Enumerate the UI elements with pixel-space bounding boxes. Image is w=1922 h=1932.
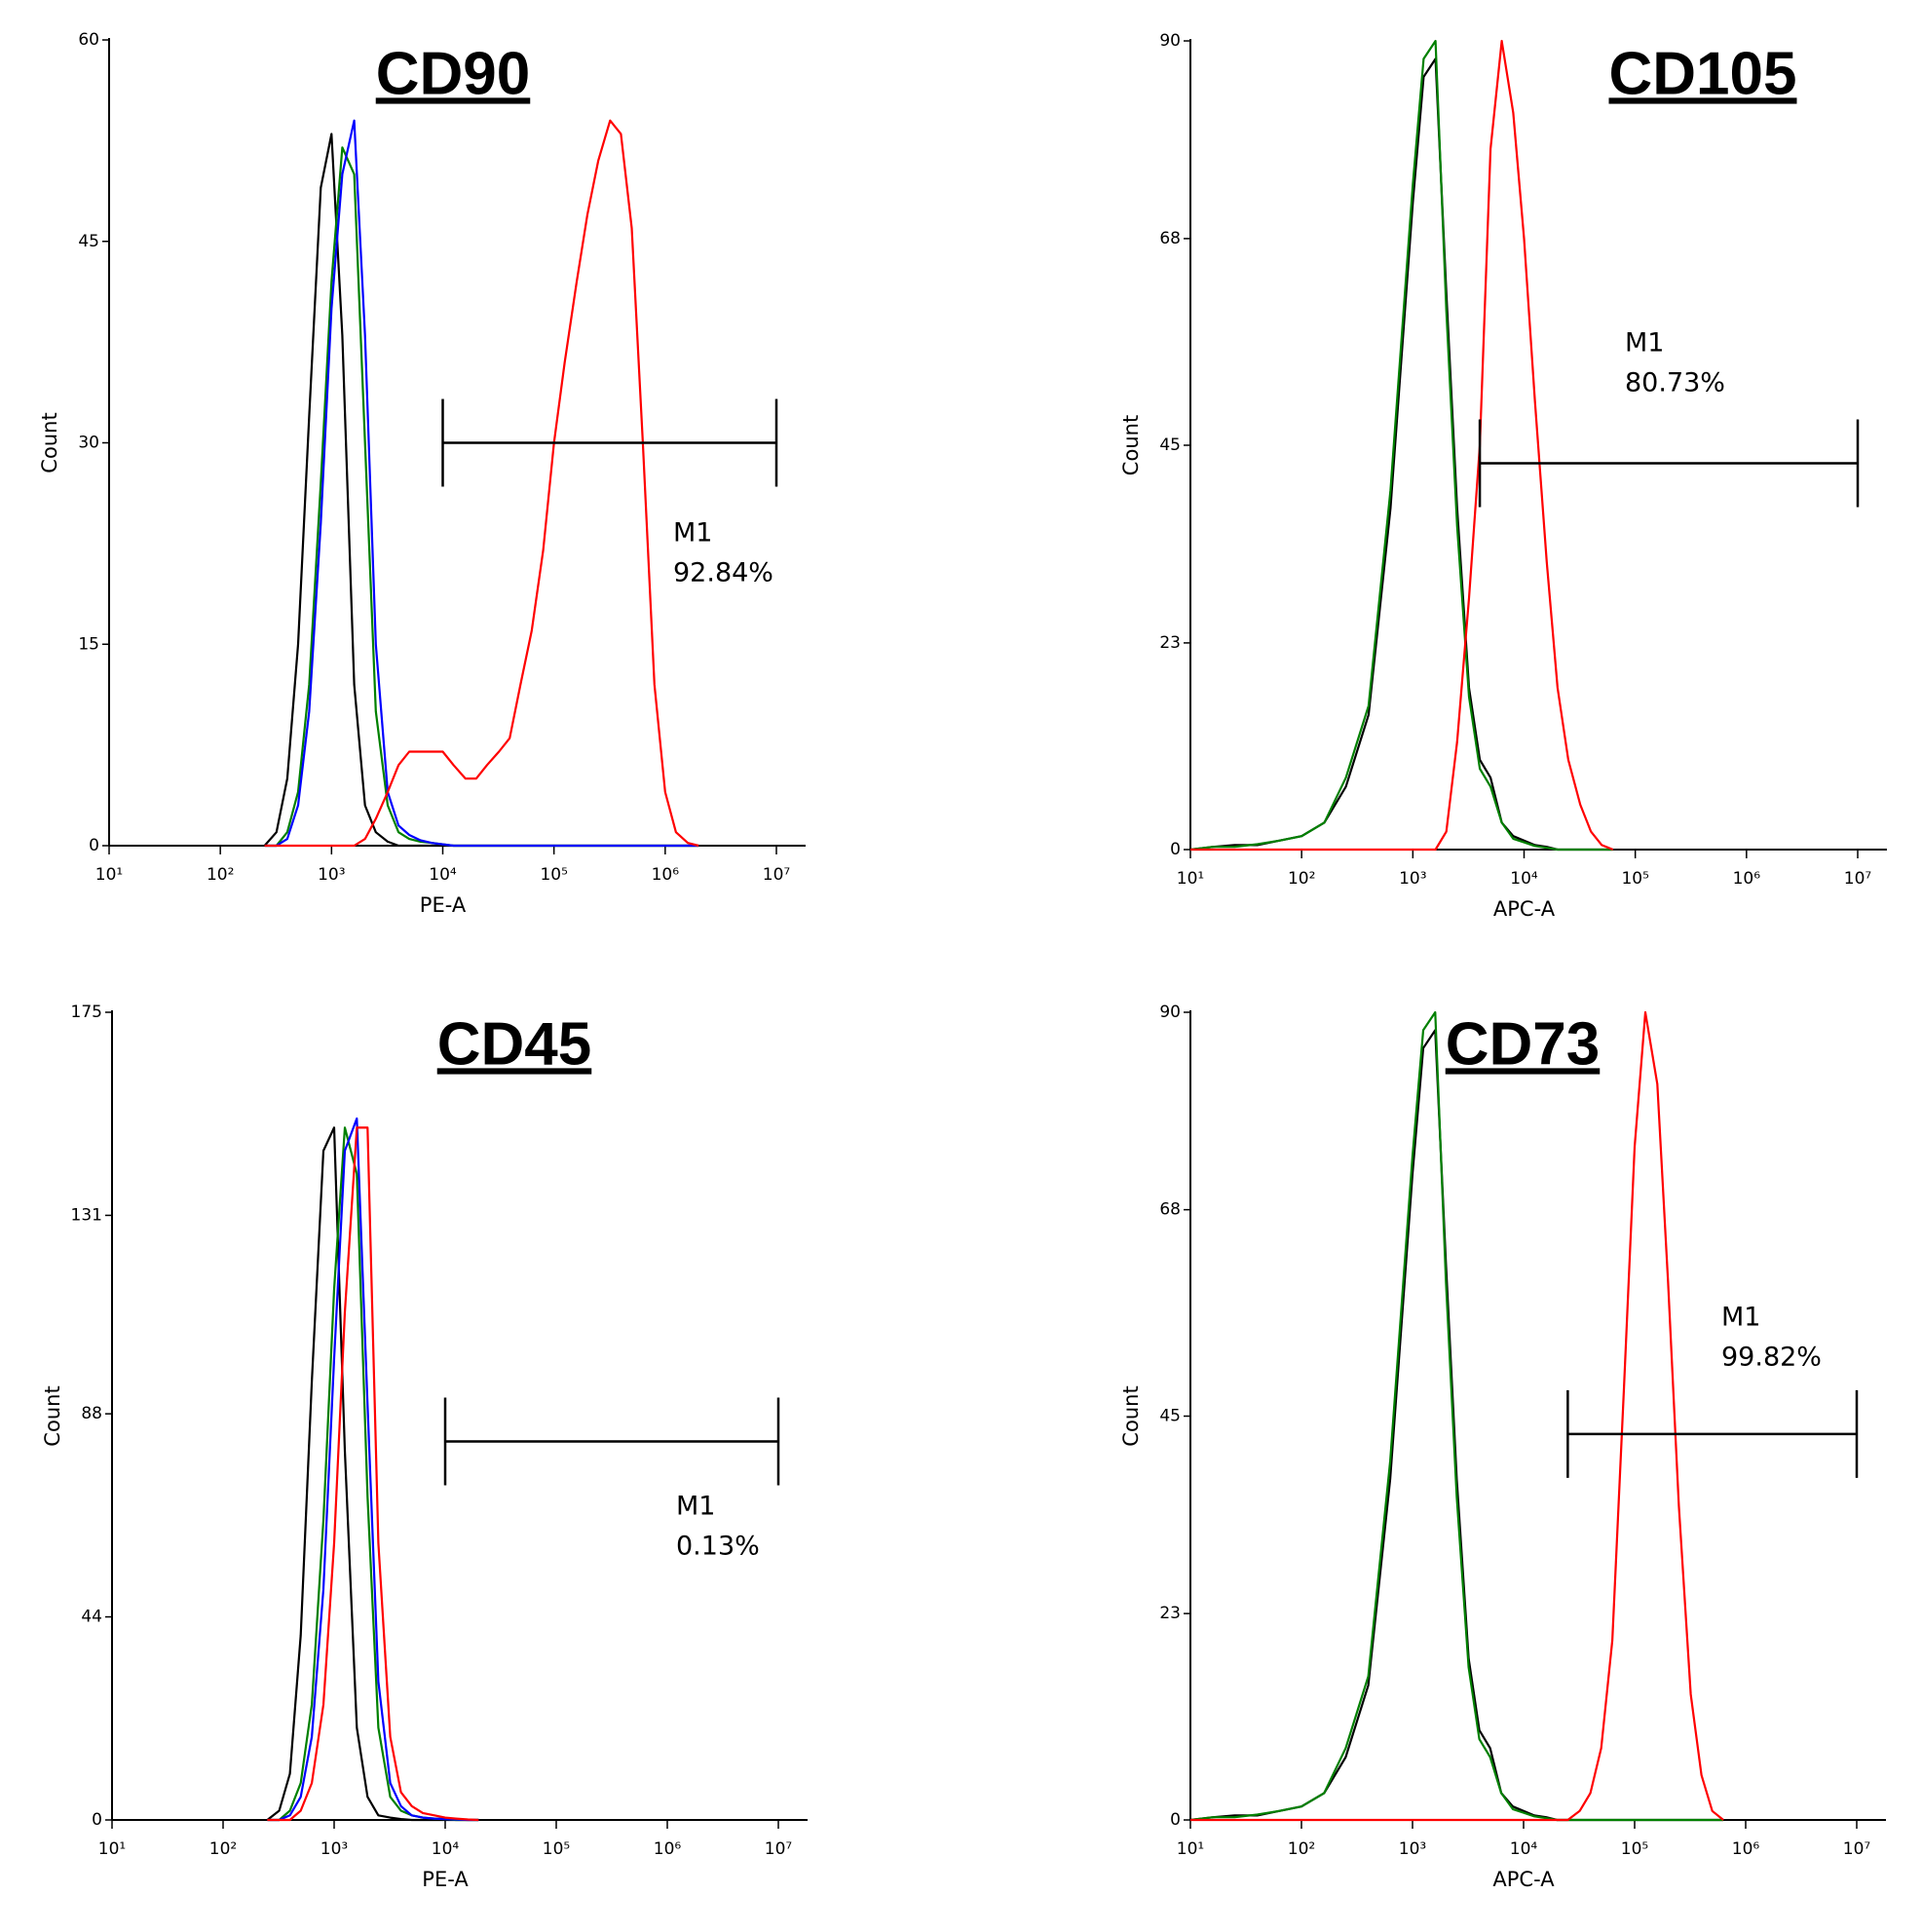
x-tick-label: 10⁷ bbox=[763, 865, 791, 885]
y-axis-label: Count bbox=[1119, 1385, 1143, 1446]
gate-label: M1 bbox=[676, 1492, 715, 1522]
histogram-line bbox=[264, 119, 699, 848]
y-tick-label: 30 bbox=[78, 434, 99, 453]
y-tick-label: 0 bbox=[1170, 1810, 1181, 1830]
chart-title: CD90 bbox=[376, 40, 531, 107]
y-tick-label: 88 bbox=[81, 1404, 102, 1423]
y-tick-label: 45 bbox=[1159, 436, 1181, 455]
y-tick-label: 68 bbox=[1159, 229, 1181, 248]
x-tick-label: 10³ bbox=[1399, 869, 1426, 889]
x-tick-label: 10¹ bbox=[1177, 1839, 1204, 1859]
x-tick-label: 10⁴ bbox=[429, 865, 457, 885]
y-tick-label: 90 bbox=[1159, 31, 1181, 51]
histogram-line bbox=[1189, 1010, 1724, 1822]
chart-title: CD73 bbox=[1446, 1010, 1601, 1078]
x-tick-label: 10⁵ bbox=[1621, 1839, 1648, 1859]
histogram-line bbox=[1190, 39, 1614, 852]
y-tick-label: 0 bbox=[92, 1810, 102, 1830]
y-tick-label: 45 bbox=[1159, 1407, 1181, 1426]
histogram-line bbox=[266, 1126, 479, 1822]
y-tick-label: 23 bbox=[1159, 633, 1181, 653]
y-tick-label: 0 bbox=[1170, 840, 1181, 859]
x-tick-label: 10⁷ bbox=[1843, 1839, 1871, 1859]
x-tick-label: 10³ bbox=[320, 1839, 348, 1859]
histogram-line bbox=[1189, 57, 1613, 852]
y-tick-label: 68 bbox=[1159, 1200, 1181, 1220]
gate-percent: 92.84% bbox=[673, 558, 773, 588]
gate-percent: 99.82% bbox=[1721, 1343, 1822, 1373]
y-tick-label: 90 bbox=[1159, 1003, 1181, 1022]
histogram-line bbox=[267, 1126, 479, 1822]
x-tick-label: 10⁵ bbox=[543, 1839, 570, 1859]
x-tick-label: 10¹ bbox=[95, 865, 123, 885]
gate-label: M1 bbox=[673, 518, 712, 549]
x-axis-label: PE-A bbox=[422, 1868, 469, 1891]
x-tick-label: 10⁴ bbox=[1510, 1839, 1538, 1859]
gate-label: M1 bbox=[1625, 328, 1664, 359]
x-tick-label: 10¹ bbox=[1177, 869, 1204, 889]
gate-label: M1 bbox=[1721, 1303, 1760, 1333]
chart-title: CD105 bbox=[1609, 40, 1797, 107]
x-axis-label: APC-A bbox=[1493, 897, 1556, 921]
x-tick-label: 10⁶ bbox=[1732, 1839, 1760, 1859]
x-tick-label: 10⁵ bbox=[540, 865, 567, 885]
histogram-line bbox=[263, 133, 699, 848]
histogram-line bbox=[1190, 1010, 1724, 1822]
x-tick-label: 10⁶ bbox=[654, 1839, 682, 1859]
gate-percent: 0.13% bbox=[676, 1532, 760, 1562]
chart-title: CD45 bbox=[437, 1010, 592, 1078]
x-tick-label: 10³ bbox=[318, 865, 345, 885]
x-tick-label: 10² bbox=[209, 1839, 237, 1859]
x-tick-label: 10⁵ bbox=[1621, 869, 1648, 889]
x-axis-label: APC-A bbox=[1492, 1868, 1555, 1891]
histogram-line bbox=[1189, 1029, 1724, 1822]
x-tick-label: 10⁷ bbox=[1844, 869, 1872, 889]
x-axis-label: PE-A bbox=[420, 893, 467, 917]
histogram-line bbox=[267, 1126, 479, 1822]
x-tick-label: 10⁶ bbox=[1733, 869, 1761, 889]
gate-percent: 80.73% bbox=[1625, 368, 1725, 398]
histogram-line bbox=[1189, 39, 1613, 852]
y-axis-label: Count bbox=[41, 1385, 64, 1446]
y-tick-label: 131 bbox=[71, 1205, 102, 1225]
y-tick-label: 23 bbox=[1159, 1604, 1181, 1623]
x-tick-label: 10² bbox=[1288, 869, 1315, 889]
x-tick-label: 10⁷ bbox=[765, 1839, 793, 1859]
x-tick-label: 10¹ bbox=[98, 1839, 126, 1859]
y-tick-label: 15 bbox=[78, 634, 99, 654]
x-tick-label: 10⁴ bbox=[432, 1839, 460, 1859]
y-tick-label: 60 bbox=[78, 30, 99, 50]
histogram-line bbox=[267, 1117, 479, 1822]
y-tick-label: 0 bbox=[89, 836, 99, 855]
y-tick-label: 44 bbox=[81, 1608, 102, 1627]
x-tick-label: 10⁶ bbox=[652, 865, 680, 885]
y-tick-label: 175 bbox=[71, 1003, 102, 1022]
x-tick-label: 10² bbox=[1288, 1839, 1315, 1859]
y-axis-label: Count bbox=[1119, 415, 1143, 475]
x-tick-label: 10³ bbox=[1399, 1839, 1426, 1859]
x-tick-label: 10² bbox=[207, 865, 234, 885]
histogram-line bbox=[264, 119, 699, 848]
x-tick-label: 10⁴ bbox=[1510, 869, 1538, 889]
y-axis-label: Count bbox=[38, 412, 61, 473]
y-tick-label: 45 bbox=[78, 232, 99, 251]
